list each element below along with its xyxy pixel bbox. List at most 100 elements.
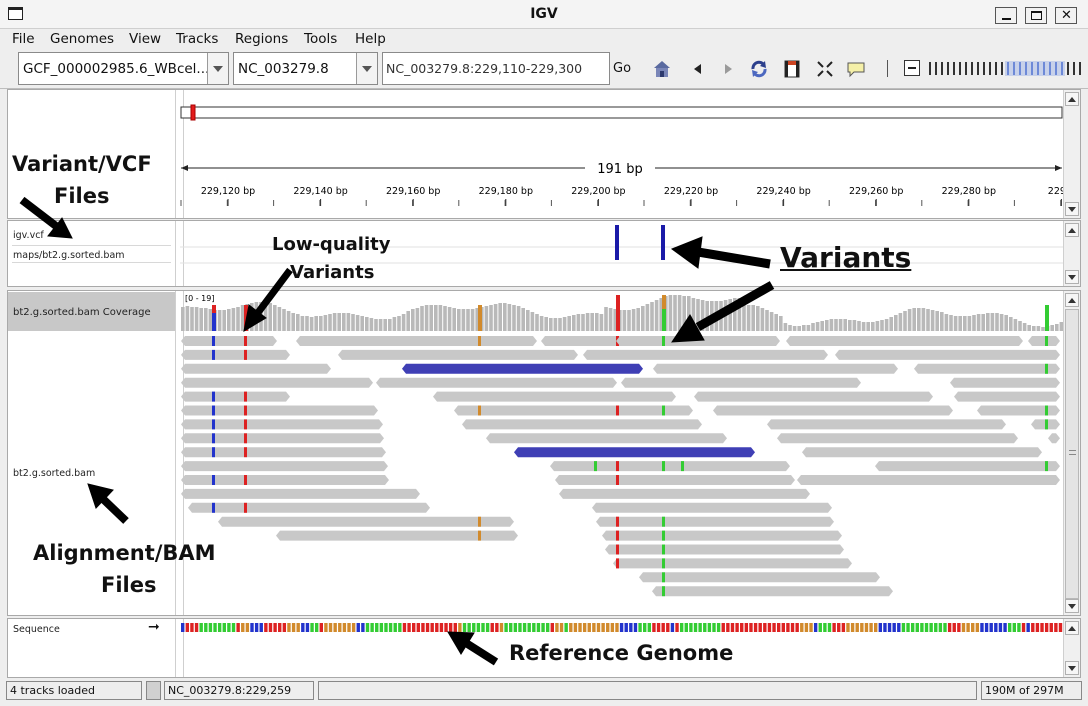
coverage-bar[interactable] — [217, 310, 222, 331]
coverage-bar[interactable] — [728, 299, 732, 331]
reference-base[interactable] — [633, 623, 638, 632]
read-mismatch[interactable] — [478, 516, 481, 527]
coverage-bar[interactable] — [622, 310, 627, 331]
reference-base[interactable] — [1017, 623, 1021, 632]
scroll-up-button[interactable] — [1065, 621, 1079, 635]
scroll-down-button[interactable] — [1065, 202, 1079, 216]
coverage-bar[interactable] — [1018, 321, 1022, 331]
popup-info-icon[interactable] — [846, 59, 866, 79]
reference-base[interactable] — [250, 623, 254, 632]
zoom-tick[interactable] — [965, 62, 967, 75]
reference-base[interactable] — [878, 623, 883, 632]
coverage-bar[interactable] — [562, 317, 567, 331]
read-alignment[interactable] — [652, 586, 893, 597]
coverage-bar[interactable] — [834, 319, 838, 331]
coverage-bar[interactable] — [889, 317, 893, 331]
read-mismatch[interactable] — [212, 475, 215, 485]
coverage-bar[interactable] — [194, 307, 199, 331]
read-mismatch[interactable] — [1045, 405, 1048, 416]
scroll-down-button[interactable] — [1065, 599, 1079, 613]
coverage-bar[interactable] — [852, 320, 857, 331]
reference-base[interactable] — [430, 623, 434, 632]
coverage-bar[interactable] — [507, 304, 512, 331]
menu-tracks[interactable]: Tracks — [176, 31, 219, 47]
reference-base[interactable] — [629, 623, 633, 632]
read-mismatch[interactable] — [212, 405, 215, 416]
coverage-bar[interactable] — [995, 313, 999, 331]
reference-base[interactable] — [827, 623, 832, 632]
coverage-track-name[interactable]: bt2.g.sorted.bam Coverage — [13, 307, 151, 318]
coverage-bar[interactable] — [636, 308, 640, 331]
coverage-bar[interactable] — [369, 318, 374, 331]
reference-base[interactable] — [961, 623, 966, 632]
alignment-scrollbar[interactable] — [1063, 291, 1080, 615]
scroll-thumb[interactable] — [1065, 309, 1079, 599]
reference-base[interactable] — [698, 623, 702, 632]
coverage-bar[interactable] — [309, 317, 314, 331]
coverage-bar[interactable] — [917, 308, 921, 331]
reference-base[interactable] — [721, 623, 725, 632]
reference-base[interactable] — [938, 623, 943, 632]
coverage-bar[interactable] — [263, 302, 268, 331]
reference-base[interactable] — [199, 623, 203, 632]
coverage-bar[interactable] — [930, 310, 935, 331]
reference-base[interactable] — [448, 623, 453, 632]
coverage-bar[interactable] — [1059, 322, 1064, 331]
reference-base[interactable] — [906, 623, 910, 632]
reference-base[interactable] — [744, 623, 749, 632]
read-alignment[interactable] — [218, 516, 514, 527]
coverage-bar[interactable] — [866, 322, 870, 331]
reference-base[interactable] — [638, 623, 642, 632]
read-mismatch[interactable] — [594, 461, 597, 472]
coverage-bar[interactable] — [806, 325, 811, 331]
zoom-tick[interactable] — [947, 62, 949, 75]
coverage-variant-bar[interactable] — [212, 305, 216, 331]
read-alignment[interactable] — [605, 544, 844, 555]
reference-base[interactable] — [740, 623, 744, 632]
menu-file[interactable]: File — [12, 31, 35, 47]
vcf-track-row[interactable] — [12, 228, 171, 246]
read-alignment[interactable] — [276, 530, 518, 541]
read-mismatch[interactable] — [478, 405, 481, 416]
coverage-bar[interactable] — [190, 307, 194, 331]
coverage-bar[interactable] — [461, 309, 466, 331]
reference-base[interactable] — [860, 623, 864, 632]
coverage-bar[interactable] — [305, 316, 309, 331]
coverage-bar[interactable] — [829, 319, 834, 331]
read-alignment[interactable] — [653, 363, 898, 374]
read-mismatch[interactable] — [244, 419, 247, 430]
read-alignment[interactable] — [583, 349, 828, 360]
read-alignment[interactable] — [875, 461, 1060, 472]
reference-base[interactable] — [1031, 623, 1035, 632]
coverage-bar[interactable] — [383, 319, 387, 331]
read-alignment[interactable] — [181, 475, 389, 485]
coverage-bar[interactable] — [351, 314, 355, 331]
coverage-bar[interactable] — [452, 308, 456, 331]
reference-base[interactable] — [453, 623, 457, 632]
coverage-bar[interactable] — [355, 315, 360, 331]
coverage-bar[interactable] — [756, 306, 760, 331]
reference-base[interactable] — [841, 623, 846, 632]
vcf-track[interactable] — [180, 221, 1064, 286]
coverage-bar[interactable] — [631, 309, 636, 331]
coverage-bar[interactable] — [779, 316, 783, 331]
reference-base[interactable] — [222, 623, 226, 632]
reference-base[interactable] — [425, 623, 430, 632]
read-alignment[interactable] — [613, 558, 852, 569]
read-alignment[interactable] — [977, 405, 1060, 416]
reference-base[interactable] — [647, 623, 652, 632]
reference-base[interactable] — [185, 623, 190, 632]
reference-base[interactable] — [522, 623, 527, 632]
reference-base[interactable] — [753, 623, 758, 632]
coverage-bar[interactable] — [466, 309, 470, 331]
reference-base[interactable] — [652, 623, 656, 632]
coverage-bar[interactable] — [535, 314, 539, 331]
reference-base[interactable] — [472, 623, 476, 632]
reference-base[interactable] — [582, 623, 587, 632]
coverage-bar[interactable] — [710, 301, 714, 331]
read-mismatch[interactable] — [662, 461, 665, 472]
coverage-bar[interactable] — [512, 305, 516, 331]
reference-base[interactable] — [901, 623, 906, 632]
read-alignment[interactable] — [786, 336, 1023, 346]
reference-base[interactable] — [809, 623, 813, 632]
